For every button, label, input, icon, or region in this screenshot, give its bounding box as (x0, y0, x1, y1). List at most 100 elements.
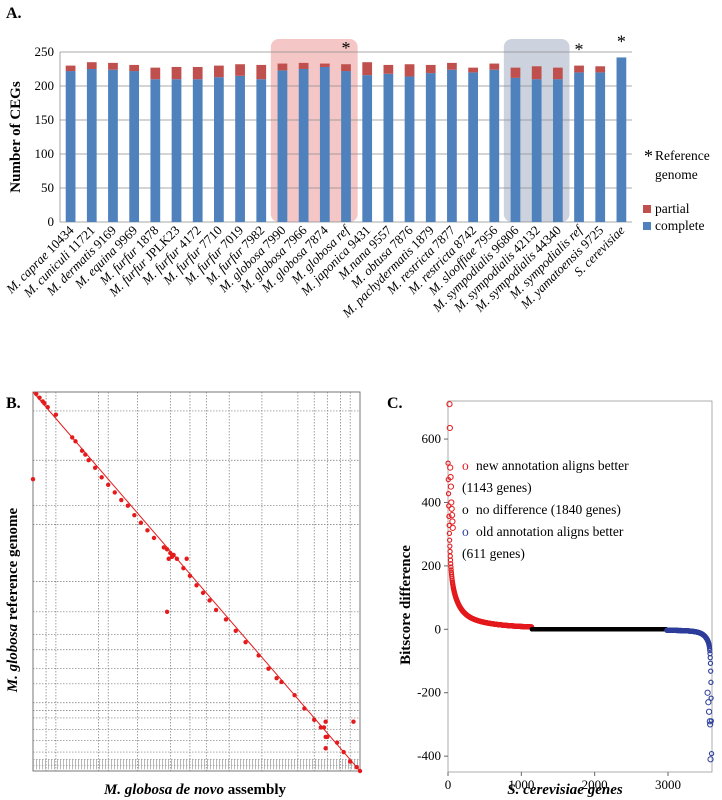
legend-old-symbol: o (462, 524, 469, 539)
bar-complete (574, 72, 584, 223)
panel-b-xlabel-rest: assembly (224, 782, 287, 798)
bar-partial (341, 64, 351, 72)
alignment-point (83, 452, 88, 457)
alignment-point (53, 412, 59, 417)
y-tick-label: 200 (422, 558, 442, 573)
alignment-point (323, 746, 328, 751)
bar-complete (277, 70, 288, 222)
alignment-point (174, 556, 180, 561)
reference-asterisk: * (342, 38, 351, 58)
alignment-point (99, 475, 104, 480)
bar-complete (552, 79, 563, 222)
bar-complete (341, 71, 351, 222)
legend-complete-swatch (643, 222, 651, 230)
alignment-point (341, 749, 346, 755)
alignment-point (166, 556, 171, 561)
bar-complete (192, 79, 203, 222)
alignment-point (132, 512, 137, 518)
alignment-point (213, 607, 219, 613)
panel-a-y-axis-title: Number of CEGs (8, 81, 24, 193)
new-better-point (448, 561, 454, 567)
panel-b-label: B. (6, 395, 21, 412)
bar-complete (235, 75, 245, 222)
bar-partial (447, 62, 457, 70)
alignment-point (125, 503, 131, 508)
alignment-point (323, 719, 328, 724)
old-better-outlier (707, 721, 714, 728)
bar-complete (86, 69, 97, 222)
bar-complete (425, 73, 436, 222)
bar-complete (319, 66, 330, 223)
alignment-point (194, 583, 199, 588)
legend-nodiff-symbol: o (462, 502, 469, 517)
new-better-outlier (448, 499, 455, 506)
bar-partial (298, 62, 309, 69)
alignment-point (34, 391, 39, 397)
plot-frame (447, 400, 713, 773)
new-better-outlier (447, 474, 454, 481)
new-better-outlier (446, 401, 453, 408)
bar-complete (108, 69, 118, 223)
alignment-point (70, 435, 75, 440)
alignment-point (79, 448, 85, 453)
alignment-point (292, 693, 297, 698)
old-better-outlier (705, 699, 712, 706)
alignment-point (351, 719, 356, 724)
panel-b-y-axis-title: M. globosa reference genome (5, 507, 21, 693)
panel-c-y-axis-title: Bitscore difference (398, 545, 414, 665)
alignment-point (112, 490, 117, 495)
new-better-point (448, 564, 454, 570)
alignment-point (37, 395, 42, 400)
new-better-outlier (446, 424, 453, 432)
old-better-point (708, 695, 714, 701)
bar-partial (235, 64, 245, 76)
y-tick-label: 250 (35, 44, 55, 59)
bar-partial (468, 67, 478, 73)
panel-a-legend: * Reference genome partial complete (643, 146, 710, 233)
old-better-outlier (704, 689, 711, 696)
old-better-point (707, 650, 713, 657)
bar-complete (256, 79, 267, 222)
bar-complete (489, 69, 500, 223)
reference-legend-symbol: * (644, 146, 653, 166)
alignment-point (302, 706, 307, 711)
bar-partial (510, 67, 521, 78)
alignment-point (354, 765, 359, 770)
legend-new-symbol: o (462, 458, 469, 473)
new-better-point (446, 537, 453, 543)
bar-partial (171, 66, 182, 80)
reference-legend-text-line2: genome (655, 167, 698, 182)
new-better-outlier (448, 505, 455, 512)
bar-complete (298, 69, 309, 222)
y-tick-label: 0 (48, 214, 55, 229)
old-better-point (707, 660, 714, 666)
new-better-point (447, 543, 453, 549)
alignment-point (169, 554, 175, 560)
legend-old-text-line2: (611 genes) (462, 546, 525, 561)
bar-complete (150, 79, 161, 222)
legend-complete-label: complete (655, 218, 704, 233)
bar-complete (129, 71, 140, 222)
bar-complete (171, 79, 182, 222)
new-better-point (447, 548, 453, 555)
y-tick-label: -400 (417, 748, 441, 763)
alignment-point (200, 590, 206, 596)
panel-a-label: A. (6, 5, 22, 22)
legend-new-text-line1: new annotation aligns better (476, 458, 629, 473)
bar-complete (510, 77, 521, 222)
bar-partial (192, 66, 203, 80)
y-tick-label: 50 (41, 180, 54, 195)
alignment-point (233, 628, 238, 633)
alignment-point (312, 717, 317, 723)
new-better-outlier (449, 524, 456, 531)
old-better-point (708, 750, 715, 757)
bar-complete (595, 72, 606, 223)
bar-partial (489, 63, 500, 70)
old-better-point (664, 627, 670, 633)
y-tick-label: 150 (35, 112, 55, 127)
alignment-point (347, 759, 353, 764)
bar-complete (383, 73, 394, 222)
alignment-point (73, 439, 78, 444)
